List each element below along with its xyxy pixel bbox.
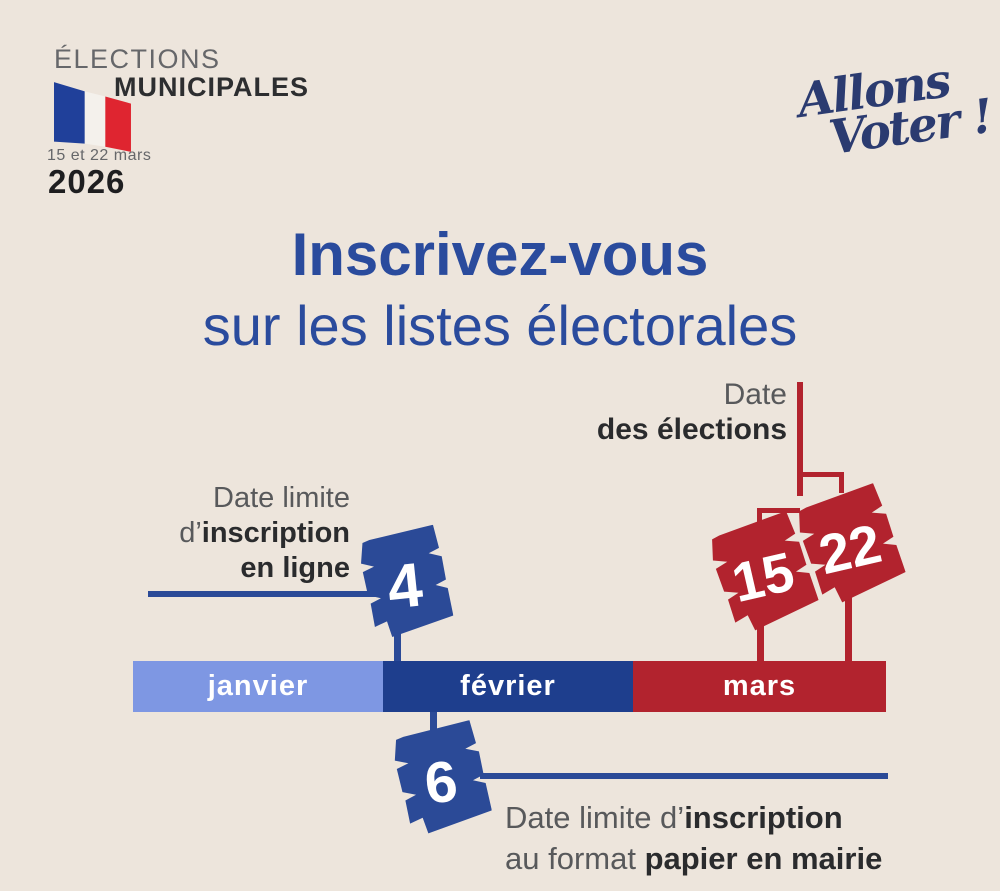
label-online-line2-bold: inscription xyxy=(201,517,350,549)
marker-day4-number: 4 xyxy=(384,549,426,623)
bracket-right-horizontal xyxy=(800,472,844,477)
bracket-right-drop xyxy=(839,472,844,493)
label-paper-line1-bold: inscription xyxy=(684,800,843,835)
timeline-bar: janvier février mars xyxy=(133,661,886,712)
label-paper-line2-bold: papier en mairie xyxy=(644,841,883,876)
header-year: 2026 xyxy=(48,163,126,200)
header-title: MUNICIPALES xyxy=(114,72,310,102)
leader-line-paper xyxy=(480,773,888,779)
month-label-janvier: janvier xyxy=(207,670,309,702)
label-elections-line1: Date xyxy=(723,378,787,411)
title-line2: sur les listes électorales xyxy=(202,294,798,357)
stem-day22 xyxy=(845,594,852,664)
label-paper-line2-regular: au format xyxy=(505,841,645,876)
header-date-note: 15 et 22 mars xyxy=(47,147,152,164)
label-elections-line2: des élections xyxy=(596,413,787,446)
title-line1: Inscrivez-vous xyxy=(291,221,709,288)
pointer-line-elections xyxy=(797,382,803,496)
label-online-line3: en ligne xyxy=(240,552,350,584)
month-label-mars: mars xyxy=(722,670,797,702)
page-title: Inscrivez-vous sur les listes électorale… xyxy=(0,220,1000,358)
french-flag-icon xyxy=(54,82,131,152)
label-online-line1: Date limite xyxy=(213,482,350,514)
stem-day4 xyxy=(394,634,401,664)
label-paper-deadline: Date limite d’inscription au format papi… xyxy=(505,797,925,879)
bracket-left-drop xyxy=(757,508,762,529)
label-election-dates: Date des élections xyxy=(565,377,787,447)
label-paper-line1-regular: Date limite d’ xyxy=(505,800,685,835)
stem-day15 xyxy=(757,618,764,664)
timeline-segment-janvier: janvier xyxy=(133,661,383,712)
bracket-left-horizontal xyxy=(757,508,800,513)
label-online-line2-regular: d’ xyxy=(179,517,202,549)
header-eyebrow: ÉLECTIONS xyxy=(54,44,221,74)
label-online-deadline: Date limite d’inscription en ligne xyxy=(110,481,350,586)
timeline-marker-day6: 6 xyxy=(387,718,494,846)
timeline-segment-fevrier: février xyxy=(383,661,633,712)
allons-voter-logo: Allons Voter ! xyxy=(791,50,1000,166)
leader-line-online xyxy=(148,591,380,597)
month-label-fevrier: février xyxy=(460,670,556,702)
timeline-marker-day4: 4 xyxy=(354,523,456,649)
timeline-segment-mars: mars xyxy=(633,661,886,712)
